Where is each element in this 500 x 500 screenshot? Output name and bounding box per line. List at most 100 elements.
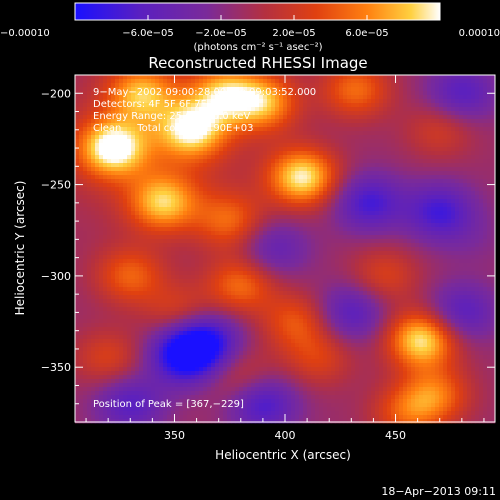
heatmap-cell bbox=[135, 219, 140, 224]
heatmap-cell bbox=[187, 403, 192, 408]
heatmap-cell bbox=[179, 263, 184, 268]
heatmap-cell bbox=[203, 327, 208, 332]
heatmap-cell bbox=[251, 131, 256, 136]
heatmap-cell bbox=[135, 91, 140, 96]
heatmap-cell bbox=[271, 87, 276, 92]
heatmap-cell bbox=[195, 107, 200, 112]
heatmap-cell bbox=[183, 75, 188, 80]
heatmap-cell bbox=[219, 319, 224, 324]
heatmap-cell bbox=[199, 319, 204, 324]
heatmap-cell bbox=[207, 299, 212, 304]
heatmap-cell bbox=[127, 135, 132, 140]
heatmap-cell bbox=[115, 279, 120, 284]
heatmap-cell bbox=[267, 371, 272, 376]
heatmap-cell bbox=[291, 179, 296, 184]
heatmap-cell bbox=[255, 219, 260, 224]
heatmap-cell bbox=[195, 111, 200, 116]
heatmap-cell bbox=[187, 195, 192, 200]
heatmap-cell bbox=[147, 347, 152, 352]
colorbar-tick-label: −2.0e−05 bbox=[195, 28, 247, 39]
heatmap-cell bbox=[239, 191, 244, 196]
heatmap-cell bbox=[143, 319, 148, 324]
heatmap-cell bbox=[139, 139, 144, 144]
heatmap-cell bbox=[283, 311, 288, 316]
heatmap-cell bbox=[223, 115, 228, 120]
heatmap-cell bbox=[75, 371, 80, 376]
heatmap-cell bbox=[279, 239, 284, 244]
heatmap-cell bbox=[123, 343, 128, 348]
heatmap-cell bbox=[259, 343, 264, 348]
heatmap-cell bbox=[295, 179, 300, 184]
heatmap-cell bbox=[259, 103, 264, 108]
heatmap-cell bbox=[291, 243, 296, 248]
heatmap-cell bbox=[151, 383, 156, 388]
heatmap-cell bbox=[183, 199, 188, 204]
heatmap-cell bbox=[279, 223, 284, 228]
heatmap-cell bbox=[207, 195, 212, 200]
heatmap-cell bbox=[143, 175, 148, 180]
heatmap-cell bbox=[87, 83, 92, 88]
heatmap-cell bbox=[227, 347, 232, 352]
heatmap-cell bbox=[87, 179, 92, 184]
heatmap-cell bbox=[299, 207, 304, 212]
heatmap-cell bbox=[223, 367, 228, 372]
heatmap-cell bbox=[179, 143, 184, 148]
heatmap-cell bbox=[143, 311, 148, 316]
heatmap-cell bbox=[275, 171, 280, 176]
heatmap-cell bbox=[123, 127, 128, 132]
heatmap-cell bbox=[155, 183, 160, 188]
heatmap-cell bbox=[259, 419, 264, 424]
heatmap-cell bbox=[151, 99, 156, 104]
heatmap-cell bbox=[263, 231, 268, 236]
heatmap-cell bbox=[167, 267, 172, 272]
heatmap-cell bbox=[175, 367, 180, 372]
heatmap-cell bbox=[123, 119, 128, 124]
heatmap-cell bbox=[203, 87, 208, 92]
heatmap-cell bbox=[195, 163, 200, 168]
heatmap-cell bbox=[215, 403, 220, 408]
heatmap-cell bbox=[207, 291, 212, 296]
heatmap-cell bbox=[111, 115, 116, 120]
heatmap-cell bbox=[235, 291, 240, 296]
heatmap-cell bbox=[87, 411, 92, 416]
heatmap-cell bbox=[183, 323, 188, 328]
heatmap-cell bbox=[263, 107, 268, 112]
heatmap-cell bbox=[287, 307, 292, 312]
heatmap-cell bbox=[75, 147, 80, 152]
heatmap-cell bbox=[127, 171, 132, 176]
heatmap-cell bbox=[155, 171, 160, 176]
heatmap-cell bbox=[147, 303, 152, 308]
heatmap-cell bbox=[143, 379, 148, 384]
heatmap-cell bbox=[119, 271, 124, 276]
heatmap-cell bbox=[79, 127, 84, 132]
heatmap-cell bbox=[191, 271, 196, 276]
heatmap-cell bbox=[163, 391, 168, 396]
heatmap-cell bbox=[275, 235, 280, 240]
heatmap-cell bbox=[139, 187, 144, 192]
heatmap-cell bbox=[159, 355, 164, 360]
heatmap-cell bbox=[147, 371, 152, 376]
heatmap-cell bbox=[91, 183, 96, 188]
heatmap-cell bbox=[199, 359, 204, 364]
heatmap-cell bbox=[251, 291, 256, 296]
heatmap-cell bbox=[87, 275, 92, 280]
heatmap-cell bbox=[155, 403, 160, 408]
heatmap-cell bbox=[223, 375, 228, 380]
heatmap-cell bbox=[211, 195, 216, 200]
heatmap-cell bbox=[191, 323, 196, 328]
heatmap-cell bbox=[171, 179, 176, 184]
heatmap-cell bbox=[279, 127, 284, 132]
heatmap-cell bbox=[191, 203, 196, 208]
heatmap-cell bbox=[235, 363, 240, 368]
heatmap-cell bbox=[267, 95, 272, 100]
heatmap-cell bbox=[139, 239, 144, 244]
heatmap-cell bbox=[203, 267, 208, 272]
heatmap-cell bbox=[195, 399, 200, 404]
heatmap-cell bbox=[95, 283, 100, 288]
heatmap-cell bbox=[183, 219, 188, 224]
heatmap-cell bbox=[151, 363, 156, 368]
heatmap-cell bbox=[243, 307, 248, 312]
heatmap-cell bbox=[167, 219, 172, 224]
heatmap-cell bbox=[135, 75, 140, 80]
heatmap-cell bbox=[119, 387, 124, 392]
